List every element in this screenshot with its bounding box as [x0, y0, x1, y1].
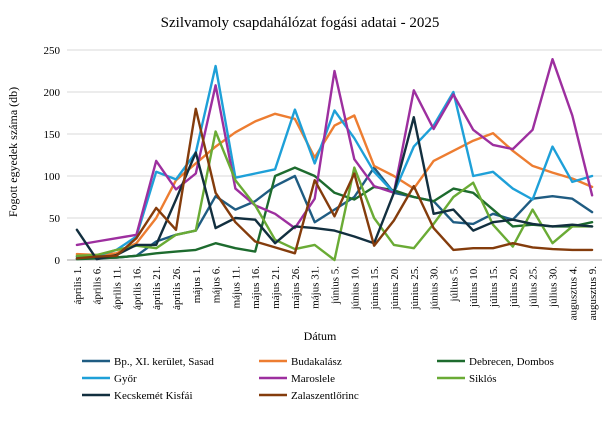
x-tick-label: augusztus 9. — [587, 266, 599, 321]
series-line — [75, 130, 594, 262]
x-tick-label: április 11. — [112, 266, 124, 310]
x-tick-label: augusztus 4. — [567, 266, 579, 321]
x-tick-label: július 25. — [528, 266, 540, 308]
legend-label: Zalaszentlőrinc — [291, 390, 359, 402]
x-axis-label: Dátum — [304, 329, 337, 343]
x-tick-label: június 20. — [389, 266, 401, 311]
y-tick-label: 50 — [49, 213, 61, 225]
series-lines — [75, 58, 594, 262]
x-tick-label: július 20. — [508, 266, 520, 308]
x-tick-label: május 6. — [211, 266, 223, 304]
x-tick-label: április 21. — [151, 266, 163, 310]
y-tick-label: 150 — [44, 129, 61, 141]
series-line — [75, 64, 594, 260]
x-tick-label: május 1. — [191, 266, 203, 304]
x-tick-label: április 1. — [72, 266, 84, 305]
x-tick-label: június 10. — [349, 266, 361, 311]
x-tick-label: július 5. — [448, 266, 460, 303]
y-axis-ticks: 0 50 100 150 200 250 — [44, 45, 61, 267]
series-line — [75, 112, 594, 257]
x-tick-label: június 30. — [429, 266, 441, 311]
x-tick-label: április 6. — [92, 266, 104, 305]
x-axis-ticks: április 1. április 6. április 11. április 1… — [72, 266, 599, 321]
chart-title: Szilvamoly csapdahálózat fogási adatai -… — [161, 15, 440, 31]
x-tick-label: június 15. — [369, 266, 381, 311]
x-tick-label: május 16. — [250, 266, 262, 309]
series-line — [75, 115, 594, 261]
x-tick-label: május 21. — [270, 266, 282, 309]
series-line — [75, 107, 594, 260]
series-line — [75, 58, 594, 247]
x-tick-label: július 30. — [547, 266, 559, 308]
y-tick-label: 0 — [55, 255, 61, 267]
x-tick-label: július 15. — [488, 266, 500, 308]
x-tick-label: június 25. — [409, 266, 421, 311]
x-tick-label: május 26. — [290, 266, 302, 309]
x-tick-label: július 10. — [468, 266, 480, 308]
legend-label: Siklós — [469, 373, 497, 385]
legend-label: Győr — [114, 373, 137, 385]
x-tick-label: április 26. — [171, 266, 183, 310]
y-tick-label: 250 — [44, 45, 61, 57]
series-line — [75, 166, 594, 260]
x-tick-label: június 5. — [330, 266, 342, 305]
x-tick-label: május 31. — [310, 266, 322, 309]
legend-label: Debrecen, Dombos — [469, 356, 554, 368]
legend-label: Bp., XI. kerület, Sasad — [114, 356, 214, 368]
legend-label: Budakalász — [291, 356, 342, 368]
x-tick-label: április 16. — [131, 266, 143, 310]
x-tick-label: május 11. — [230, 266, 242, 309]
legend-label: Kecskemét Kisfái — [114, 390, 193, 402]
y-tick-label: 100 — [44, 171, 61, 183]
y-axis-label: Fogott egyedek száma (db) — [6, 87, 20, 217]
legend-label: Maroslele — [291, 373, 335, 385]
legend: Bp., XI. kerület, Sasad Budakalász Debrece… — [82, 356, 554, 402]
y-tick-label: 200 — [44, 87, 61, 99]
